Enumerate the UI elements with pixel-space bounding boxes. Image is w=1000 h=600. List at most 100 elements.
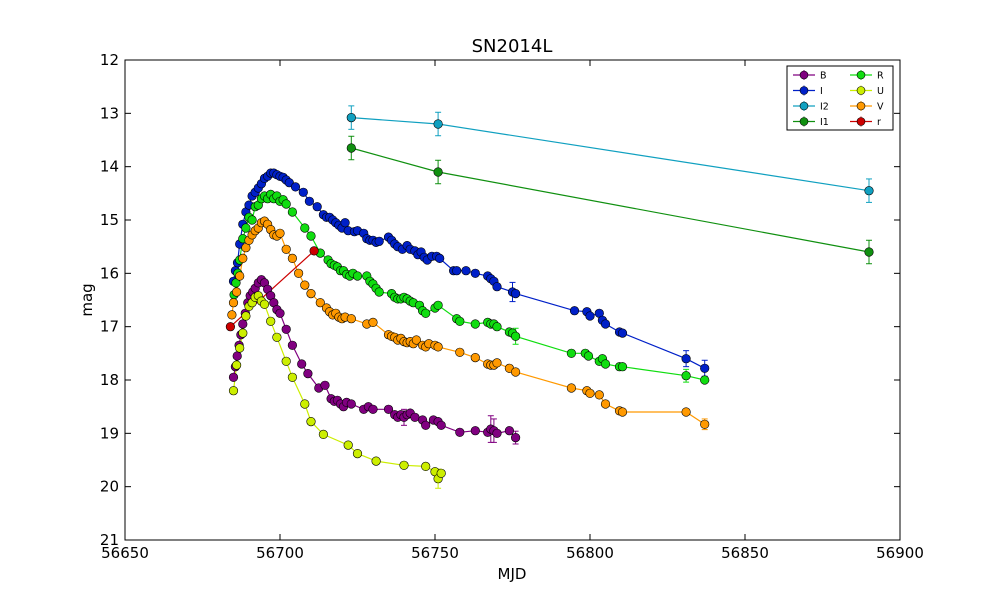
legend-label-U: U [877,86,884,97]
data-point-I1-2 [864,247,874,257]
data-point-B-20 [287,340,298,350]
y-tick-label-5: 17 [100,318,119,336]
data-point-R-7 [247,215,257,225]
data-point-R-60 [510,331,521,341]
data-point-U-17 [318,429,329,440]
legend-entry-U: U [850,85,884,97]
data-point-U-4 [241,311,251,321]
y-tick-label-6: 18 [100,371,119,389]
y-tick-label-3: 15 [100,211,119,229]
data-point-U-13 [281,356,291,366]
data-point-V-64 [700,419,710,429]
data-point-U-19 [352,449,363,459]
data-point-r-0 [225,322,235,332]
data-point-V-56 [566,383,577,393]
data-point-B-34 [368,404,378,414]
x-tick-label-3: 56800 [566,544,614,562]
data-point-U-25 [436,468,446,478]
data-point-V-16 [275,228,285,238]
data-point-B-0 [228,372,239,382]
data-point-U-18 [343,440,353,450]
data-point-B-31 [346,399,356,409]
data-point-I-31 [340,218,350,228]
x-tick-label-0: 56650 [101,544,149,562]
data-point-I2-1 [433,119,443,129]
data-point-I1-0 [346,143,356,153]
data-point-B-5 [238,319,248,329]
x-tick-label-1: 56700 [256,544,304,562]
data-point-B-2 [232,351,242,361]
data-point-U-12 [272,332,282,342]
legend-marker-I1 [799,117,809,126]
data-point-B-44 [421,420,431,430]
data-point-I-63 [492,282,502,292]
data-point-V-2 [232,287,242,297]
data-point-R-50 [433,300,443,310]
legend-marker-U [856,86,866,95]
data-point-U-20 [371,456,381,466]
y-tick-label-0: 12 [100,51,119,69]
data-point-V-32 [368,317,378,328]
data-point-U-15 [300,399,310,409]
data-point-R-63 [583,351,594,361]
legend-marker-R [856,70,866,80]
x-axis-title: MJD [498,565,527,583]
data-point-U-21 [399,460,409,470]
data-point-V-18 [287,253,298,263]
data-point-R-5 [241,223,251,233]
legend-label-R: R [877,71,884,82]
axis-ticks: 56650 56700 56750 56800 56850 56900 12 13 14 15 16… [100,51,924,562]
data-point-I-74 [681,354,691,364]
data-point-V-42 [411,335,422,345]
data-point-B-18 [275,308,285,318]
data-point-I-65 [510,289,521,299]
data-point-V-0 [227,310,237,320]
legend-marker-I2 [799,101,809,111]
data-point-I2-2 [864,186,874,196]
data-point-I-71 [600,319,611,329]
data-point-V-19 [294,268,304,278]
data-point-I-75 [700,363,710,373]
data-point-R-61 [566,348,577,358]
data-point-B-42 [410,412,420,422]
data-point-V-4 [238,253,248,263]
legend-entry-B: B [793,70,827,82]
legend-marker-B [799,70,809,80]
legend-label-r: r [877,117,881,128]
data-point-U-1 [232,360,242,370]
legend-label-I: I [820,86,823,97]
data-point-V-47 [433,342,443,352]
legend-marker-r [856,117,866,126]
data-point-I-66 [569,306,580,316]
data-point-V-53 [492,358,502,368]
y-axis-title: mag [78,283,96,316]
data-point-I-21 [298,187,308,197]
data-point-V-55 [510,367,521,377]
data-point-V-20 [300,280,310,290]
data-point-R-52 [455,316,465,326]
data-point-I-40 [374,236,384,246]
data-point-V-3 [235,271,245,281]
data-point-U-2 [235,343,245,353]
data-point-I-55 [435,253,445,263]
legend-entry-R: R [850,70,884,82]
data-point-V-60 [600,399,611,409]
plot-frame [124,59,901,541]
data-point-V-59 [594,390,604,400]
data-point-R-69 [681,371,691,381]
data-point-B-54 [504,426,515,436]
legend-entry-I: I [793,85,823,97]
data-point-U-10 [259,299,270,309]
data-point-R-21 [306,231,316,241]
legend-marker-V [856,101,866,111]
data-point-R-18 [281,199,291,209]
data-point-R-68 [617,362,628,372]
x-tick-label-4: 56850 [721,544,769,562]
y-tick-label-2: 14 [100,158,119,176]
data-point-B-21 [297,359,307,369]
data-point-I-20 [290,182,301,192]
data-point-R-19 [287,207,298,217]
legend-entry-I2: I2 [793,101,829,113]
